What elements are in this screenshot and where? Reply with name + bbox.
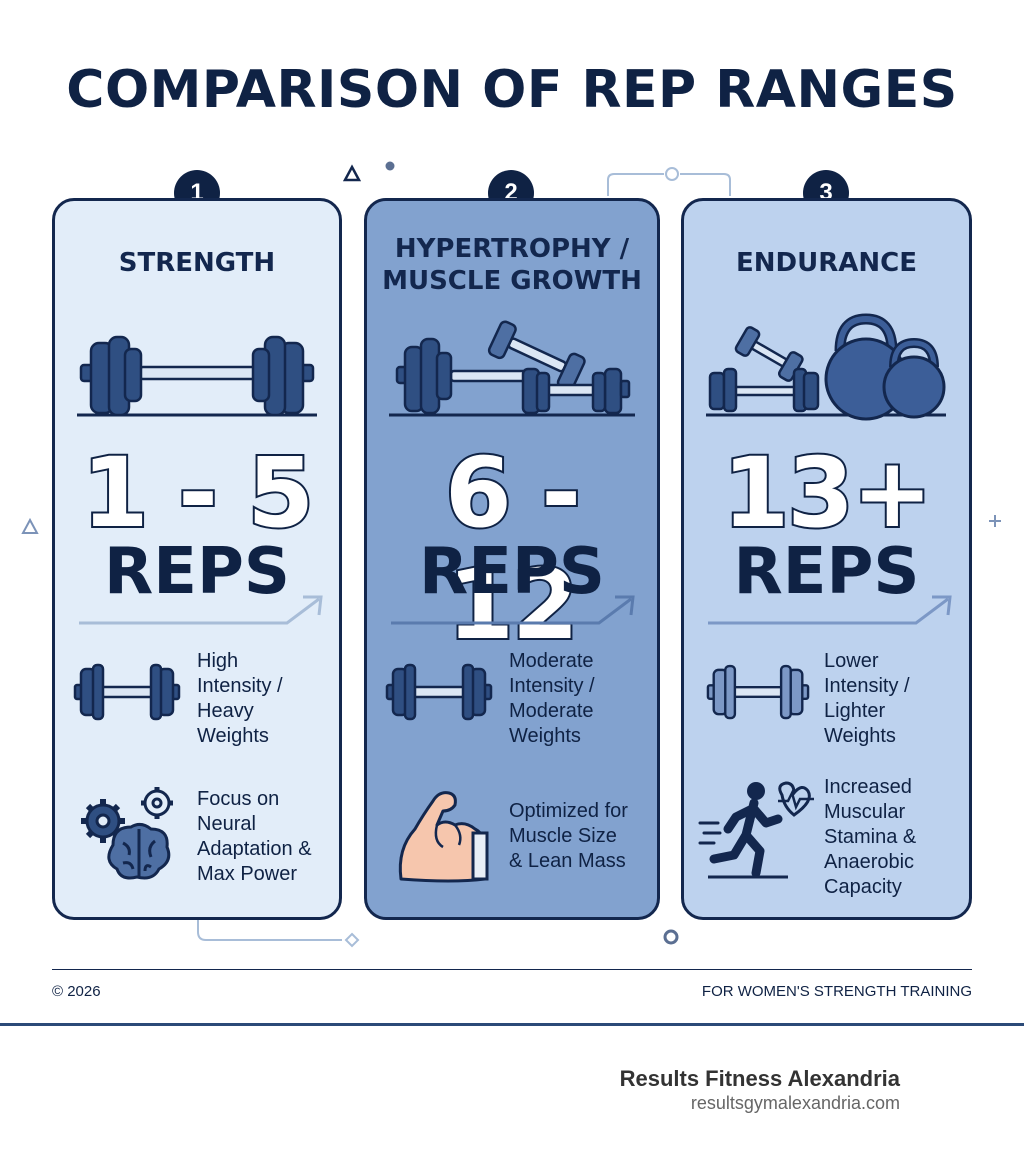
rep-range-number: 13+ bbox=[720, 435, 934, 551]
triangle-decoration-icon bbox=[342, 164, 362, 182]
barbell-dumbbells-icon bbox=[389, 320, 635, 417]
barbell-icon bbox=[77, 335, 317, 417]
bottom-divider bbox=[0, 1023, 1024, 1026]
card-title: HYPERTROPHY / bbox=[394, 234, 630, 264]
dumbbell-icon bbox=[73, 663, 181, 721]
trend-arrow-icon bbox=[79, 595, 323, 625]
plus-decoration-icon bbox=[989, 515, 1001, 527]
card-title: MUSCLE GROWTH bbox=[382, 266, 642, 296]
footer-divider bbox=[52, 969, 972, 970]
dumbbells-kettlebells-icon bbox=[706, 313, 946, 421]
feature-text: Moderate Intensity / Moderate Weights bbox=[509, 650, 595, 747]
reps-label: REPS bbox=[419, 535, 605, 609]
connector-line-top bbox=[607, 167, 731, 196]
dumbbell-icon bbox=[385, 663, 493, 721]
runner-heart-icon bbox=[698, 781, 814, 879]
feature-text: Focus on Neural Adaptation & Max Power bbox=[197, 788, 312, 885]
strength-card: STRENGTH 1 - 5 REPS High Intensity / Hea… bbox=[52, 198, 342, 920]
footer-tagline: FOR WOMEN'S STRENGTH TRAINING bbox=[701, 983, 972, 1000]
reps-label: REPS bbox=[733, 535, 920, 609]
brain-gears-icon bbox=[81, 787, 173, 880]
feature-text: High Intensity / Heavy Weights bbox=[197, 650, 283, 747]
hypertrophy-card: HYPERTROPHY / MUSCLE GROWTH 6 - 12 REPS bbox=[364, 198, 660, 920]
flexed-arm-icon bbox=[398, 791, 489, 883]
feature-text: Optimized for Muscle Size & Lean Mass bbox=[509, 800, 628, 872]
feature-text: Increased Muscular Stamina & Anaerobic C… bbox=[824, 776, 917, 898]
rep-range-number: 1 - 5 bbox=[80, 435, 316, 551]
feature-text: Lower Intensity / Lighter Weights bbox=[824, 650, 910, 747]
reps-label: REPS bbox=[104, 535, 290, 609]
ring-decoration-icon bbox=[663, 929, 679, 945]
rep-range-number: 6 - 12 bbox=[443, 435, 583, 663]
copyright-text: © 2026 bbox=[52, 983, 101, 1000]
trend-arrow-icon bbox=[708, 595, 952, 625]
brand-block: Results Fitness Alexandria resultsgymale… bbox=[620, 1066, 900, 1114]
page-title: COMPARISON OF REP RANGES bbox=[66, 60, 958, 120]
endurance-card: ENDURANCE 13+ REPS Lower Intensity / L bbox=[681, 198, 972, 920]
card-title: ENDURANCE bbox=[736, 248, 917, 278]
trend-arrow-icon bbox=[391, 595, 635, 625]
triangle-decoration-icon bbox=[21, 517, 39, 534]
dot-decoration-icon bbox=[385, 161, 395, 171]
dumbbell-icon bbox=[706, 664, 810, 720]
brand-name: Results Fitness Alexandria bbox=[619, 1066, 900, 1091]
brand-url[interactable]: resultsgymalexandria.com bbox=[690, 1093, 900, 1113]
card-title: STRENGTH bbox=[118, 248, 276, 278]
connector-line-bottom bbox=[197, 920, 360, 948]
